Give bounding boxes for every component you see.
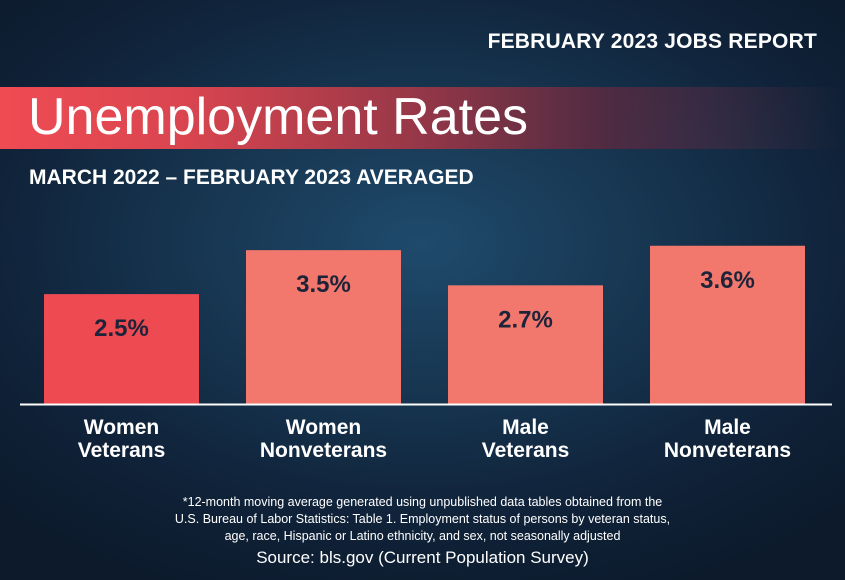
- category-label-1-line-1: Nonveterans: [260, 439, 387, 462]
- report-label: FEBRUARY 2023 JOBS REPORT: [487, 30, 817, 53]
- footnote: *12-month moving average generated using…: [0, 494, 845, 545]
- footnote-line: age, race, Hispanic or Latino ethnicity,…: [224, 529, 621, 543]
- category-label-0-line-1: Veterans: [78, 439, 166, 462]
- source-note: Source: bls.gov (Current Population Surv…: [256, 548, 589, 567]
- data-label-2: 2.7%: [498, 306, 553, 333]
- page-title: Unemployment Rates: [28, 88, 528, 146]
- category-label-2-line-0: Male: [502, 416, 549, 439]
- category-label-3-line-1: Nonveterans: [664, 439, 791, 462]
- footnote-line: U.S. Bureau of Labor Statistics: Table 1…: [174, 512, 671, 526]
- bar-3: [650, 245, 805, 404]
- bar-0: [44, 294, 199, 404]
- data-label-1: 3.5%: [296, 271, 351, 298]
- footnote-line: *12-month moving average generated using…: [182, 495, 663, 509]
- category-label-1-line-0: Women: [286, 416, 361, 439]
- bar-2: [448, 285, 603, 404]
- category-label-0-line-0: Women: [84, 416, 159, 439]
- data-label-0: 2.5%: [94, 315, 149, 342]
- title-band: [0, 87, 845, 149]
- category-label-2-line-1: Veterans: [482, 439, 570, 462]
- chart-subtitle: MARCH 2022 – FEBRUARY 2023 AVERAGED: [29, 166, 474, 189]
- data-label-3: 3.6%: [700, 267, 755, 294]
- category-label-3-line-0: Male: [704, 416, 751, 439]
- bar-1: [246, 250, 401, 404]
